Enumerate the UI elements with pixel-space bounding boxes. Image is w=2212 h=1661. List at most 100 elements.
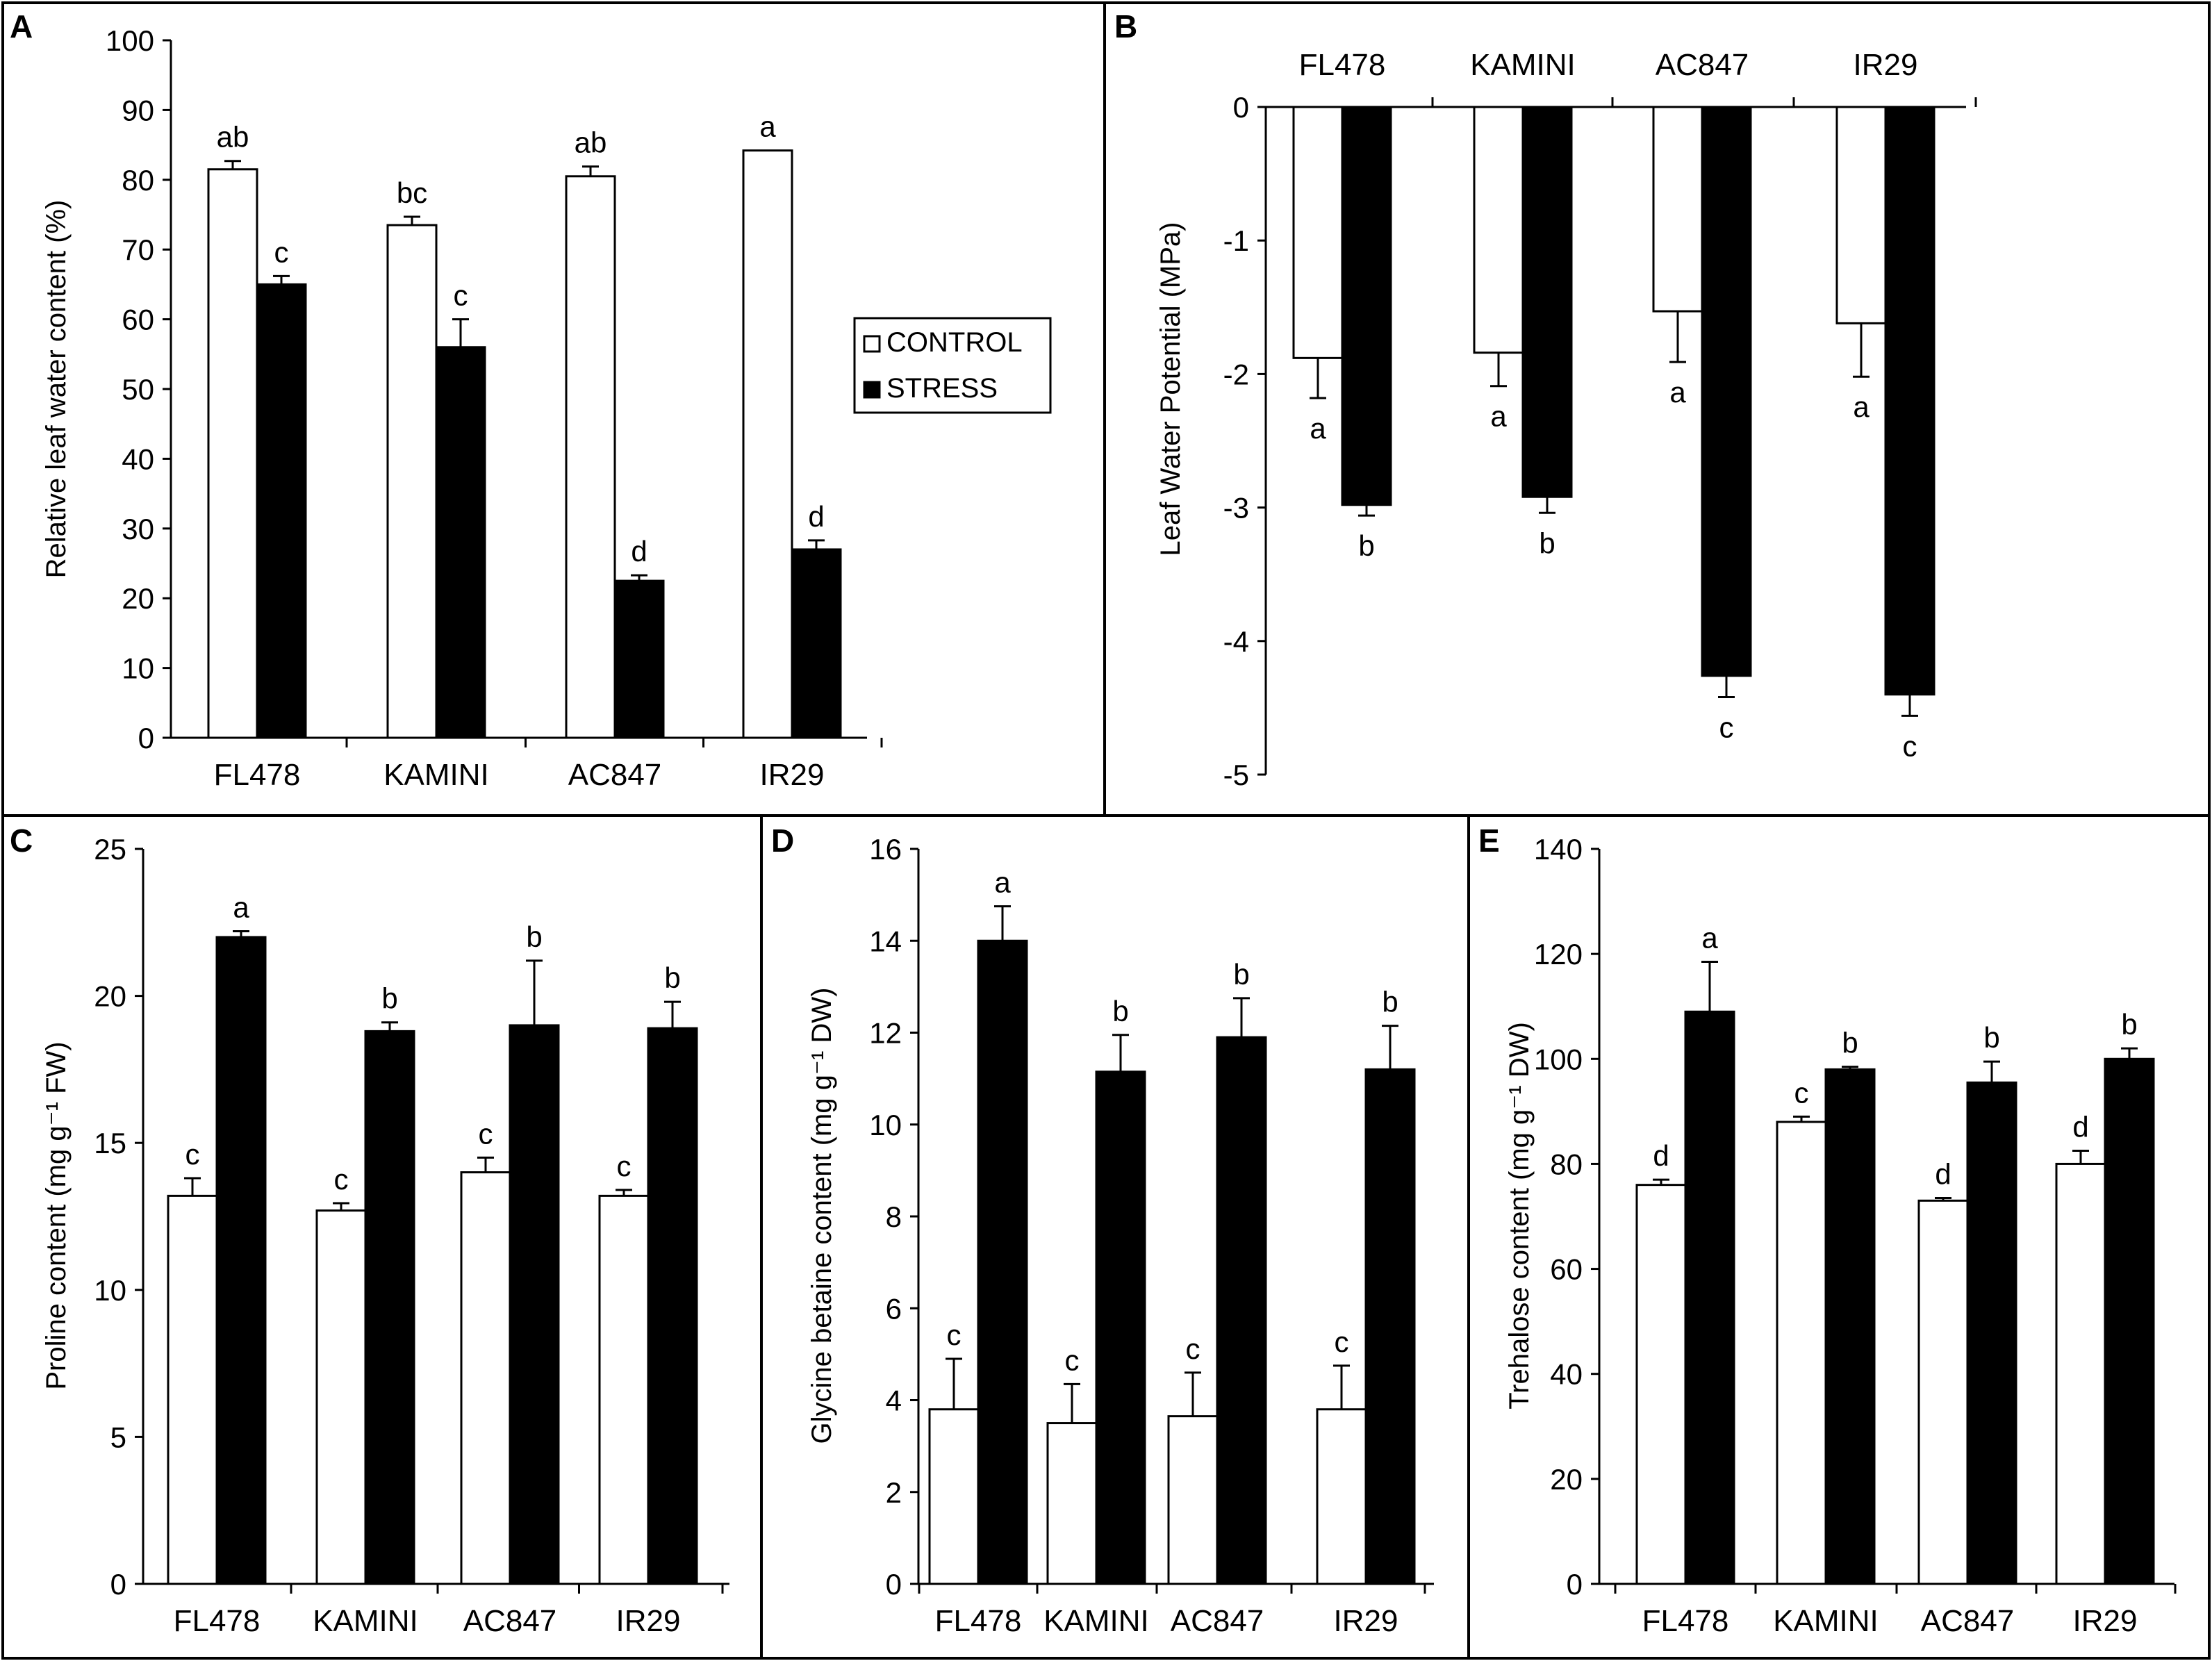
stress-bar (1684, 1010, 1735, 1585)
y-tick-label: 70 (122, 233, 154, 266)
y-axis-title: Leaf Water Potential (MPa) (1155, 222, 1186, 556)
control-bar (1167, 1415, 1219, 1585)
y-tick-label: -2 (1223, 358, 1249, 390)
x-category-label: FL478 (214, 758, 301, 792)
stress-bar (1884, 106, 1936, 696)
x-category-label: AC847 (568, 758, 662, 792)
significance-label: d (631, 535, 647, 568)
y-tick-label: 80 (1550, 1148, 1583, 1180)
y-tick-label: 20 (1550, 1463, 1583, 1496)
y-tick-label: 6 (886, 1292, 902, 1325)
x-category-label: AC847 (1656, 48, 1749, 82)
panel-letter: B (1114, 8, 1137, 44)
y-tick-label: -5 (1223, 759, 1249, 791)
y-tick-label: 40 (122, 443, 154, 475)
y-tick-label: 8 (886, 1200, 902, 1233)
significance-label: a (994, 866, 1011, 899)
significance-label: ab (217, 121, 249, 154)
x-category-label: IR29 (1854, 48, 1918, 82)
y-tick-label: 10 (94, 1274, 126, 1307)
significance-label: d (1935, 1158, 1951, 1191)
significance-label: ab (575, 126, 607, 159)
y-axis-title: Proline content (mg g⁻¹ FW) (41, 1041, 72, 1389)
x-category-label: AC847 (1171, 1604, 1264, 1638)
significance-label: c (1186, 1332, 1200, 1365)
significance-label: b (381, 982, 397, 1015)
control-bar (1046, 1422, 1098, 1585)
significance-label: c (1903, 729, 1917, 762)
y-tick-label: 140 (1534, 833, 1583, 866)
y-tick-label: 0 (1567, 1568, 1583, 1601)
significance-label: a (233, 891, 249, 923)
y-tick-label: 16 (869, 833, 902, 866)
stress-bar (1966, 1081, 2017, 1585)
control-bar (1635, 1184, 1687, 1585)
control-bar (1652, 106, 1703, 313)
y-tick-label: 100 (1534, 1043, 1583, 1075)
stress-bar (1216, 1036, 1267, 1585)
significance-label: b (2121, 1008, 2137, 1041)
significance-label: b (1112, 995, 1128, 1027)
significance-label: b (1539, 527, 1555, 559)
panel-letter: E (1478, 823, 1500, 859)
significance-label: b (526, 920, 542, 953)
control-bar (1292, 106, 1344, 359)
control-bar (1835, 106, 1887, 324)
y-tick-label: 25 (94, 833, 126, 866)
y-tick-label: 10 (122, 652, 154, 685)
control-bar (386, 224, 438, 739)
panel-letter: D (771, 823, 794, 859)
y-tick-label: 40 (1550, 1358, 1583, 1391)
y-tick-label: 14 (869, 925, 902, 957)
significance-label: b (1358, 529, 1374, 562)
x-category-label: FL478 (174, 1604, 261, 1638)
legend: CONTROL STRESS (853, 317, 1052, 414)
y-tick-label: 60 (122, 304, 154, 336)
legend-swatch (863, 335, 881, 353)
x-category-label: AC847 (463, 1604, 557, 1638)
stress-bar (1364, 1068, 1416, 1585)
legend-label: STRESS (886, 373, 998, 404)
stress-bar (215, 936, 267, 1585)
control-bar (565, 175, 616, 739)
significance-label: c (274, 235, 289, 268)
control-bar (928, 1408, 980, 1585)
x-category-label: FL478 (1299, 48, 1386, 82)
significance-label: c (617, 1150, 632, 1182)
y-tick-label: 2 (886, 1476, 902, 1509)
significance-label: d (2072, 1111, 2088, 1143)
x-category-label: FL478 (1642, 1604, 1729, 1638)
y-tick-label: 12 (869, 1017, 902, 1050)
significance-label: c (454, 279, 468, 312)
panel-e: E 0 20 40 60 80 100 120 140 FL478 KAMINI AC847 IR29 T… (1478, 823, 2177, 1638)
y-tick-label: 60 (1550, 1253, 1583, 1286)
y-tick-label: 50 (122, 373, 154, 406)
panel-frame (1467, 814, 2211, 1660)
panel-letter: C (10, 823, 33, 859)
y-tick-label: 10 (869, 1109, 902, 1141)
y-tick-label: 20 (94, 980, 126, 1013)
control-bar (460, 1171, 511, 1585)
y-tick-label: 30 (122, 513, 154, 545)
control-bar (598, 1194, 650, 1585)
legend-label: CONTROL (886, 327, 1023, 358)
x-category-label: KAMINI (383, 758, 489, 792)
stress-bar (256, 283, 307, 739)
significance-label: b (1842, 1027, 1858, 1059)
significance-label: d (1653, 1139, 1669, 1172)
y-tick-label: 100 (106, 24, 154, 57)
stress-bar (977, 939, 1028, 1585)
panel-d: D 0 2 4 6 8 10 12 14 16 FL478 KAMINI AC847 IR29 Glycin… (771, 823, 1434, 1638)
significance-label: a (1701, 921, 1718, 954)
stress-bar (647, 1027, 698, 1585)
y-tick-label: 90 (122, 94, 154, 126)
significance-label: a (1310, 412, 1326, 445)
x-category-label: IR29 (2073, 1604, 2138, 1638)
panel-letter: A (10, 8, 33, 44)
stress-bar (2104, 1057, 2155, 1585)
y-axis-title: Relative leaf water content (%) (41, 200, 72, 579)
legend-box (853, 317, 1052, 414)
control-bar (1473, 106, 1524, 354)
y-tick-label: -3 (1223, 492, 1249, 524)
